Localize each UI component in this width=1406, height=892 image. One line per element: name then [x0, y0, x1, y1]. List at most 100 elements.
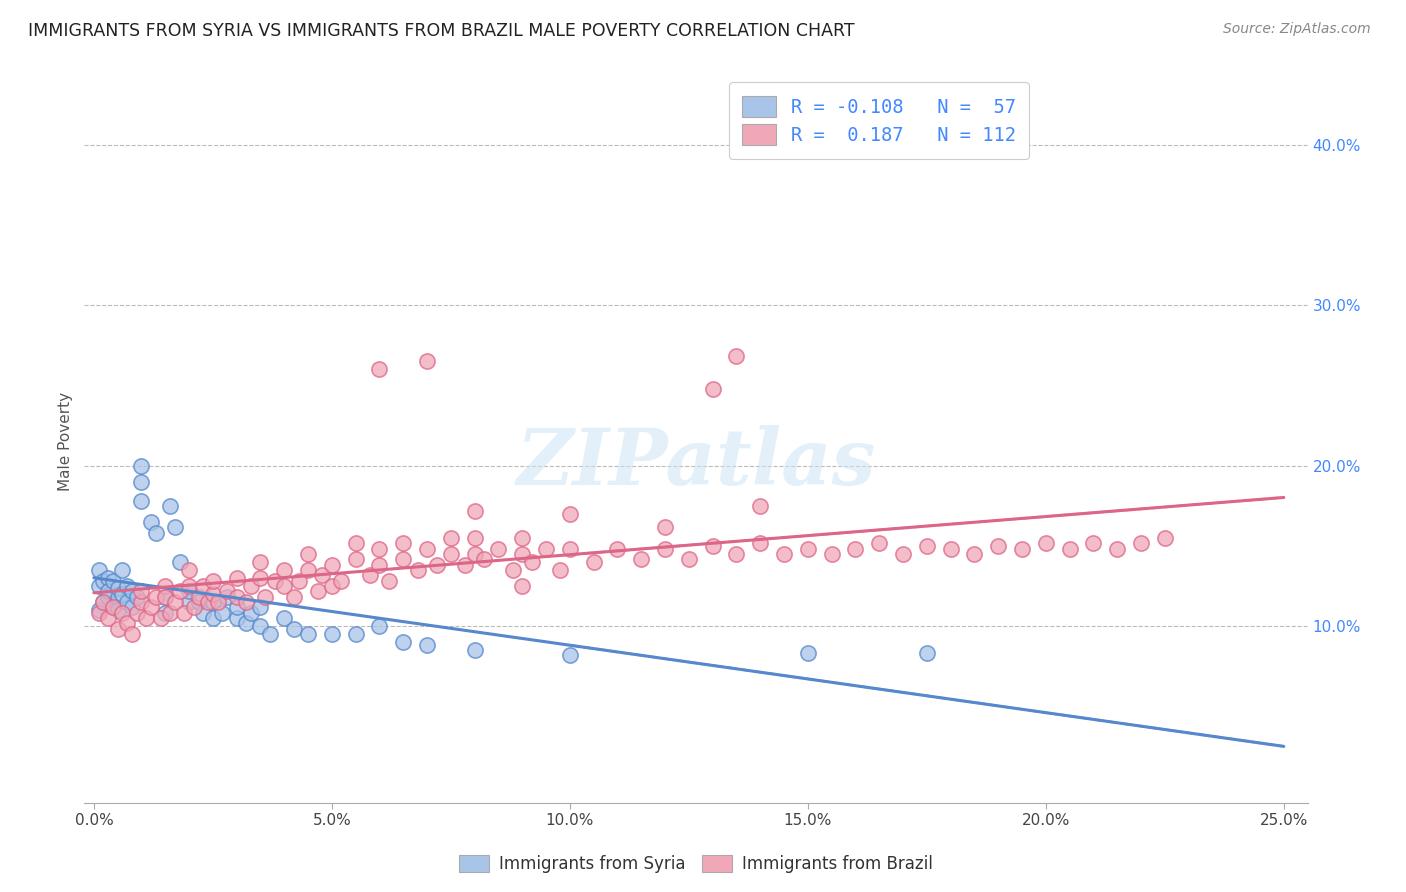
Point	[121, 627, 143, 641]
Point	[654, 542, 676, 557]
Point	[249, 599, 271, 614]
Point	[844, 542, 866, 557]
Point	[558, 542, 581, 557]
Point	[115, 595, 138, 609]
Point	[1059, 542, 1081, 557]
Point	[321, 579, 343, 593]
Point	[454, 558, 477, 573]
Point	[283, 591, 305, 605]
Point	[1083, 535, 1105, 549]
Point	[263, 574, 285, 589]
Point	[131, 583, 153, 598]
Point	[201, 574, 224, 589]
Point	[654, 519, 676, 533]
Point	[392, 551, 415, 566]
Point	[145, 591, 167, 605]
Point	[368, 619, 391, 633]
Point	[183, 599, 205, 614]
Point	[321, 627, 343, 641]
Point	[510, 579, 533, 593]
Point	[173, 607, 195, 621]
Point	[107, 591, 129, 605]
Point	[187, 595, 209, 609]
Point	[344, 627, 367, 641]
Point	[163, 595, 186, 609]
Point	[211, 607, 233, 621]
Point	[111, 587, 134, 601]
Point	[330, 574, 353, 589]
Point	[207, 595, 229, 609]
Point	[464, 547, 486, 561]
Point	[368, 542, 391, 557]
Point	[225, 611, 247, 625]
Point	[101, 599, 124, 614]
Point	[93, 595, 115, 609]
Point	[440, 547, 463, 561]
Point	[606, 542, 628, 557]
Point	[630, 551, 652, 566]
Point	[550, 563, 572, 577]
Point	[125, 591, 148, 605]
Point	[702, 382, 724, 396]
Point	[97, 591, 120, 605]
Point	[749, 535, 772, 549]
Point	[311, 567, 333, 582]
Point	[297, 627, 319, 641]
Point	[520, 555, 543, 569]
Point	[359, 567, 381, 582]
Point	[987, 539, 1010, 553]
Point	[155, 591, 177, 605]
Point	[235, 595, 257, 609]
Y-axis label: Male Poverty: Male Poverty	[58, 392, 73, 491]
Point	[368, 362, 391, 376]
Point	[582, 555, 605, 569]
Point	[297, 563, 319, 577]
Point	[534, 542, 557, 557]
Point	[254, 591, 277, 605]
Point	[1107, 542, 1129, 557]
Point	[169, 583, 191, 598]
Point	[97, 571, 120, 585]
Point	[416, 542, 439, 557]
Point	[558, 507, 581, 521]
Point	[702, 539, 724, 553]
Point	[125, 607, 148, 621]
Text: IMMIGRANTS FROM SYRIA VS IMMIGRANTS FROM BRAZIL MALE POVERTY CORRELATION CHART: IMMIGRANTS FROM SYRIA VS IMMIGRANTS FROM…	[28, 22, 855, 40]
Point	[1153, 531, 1175, 545]
Point	[107, 603, 129, 617]
Point	[392, 635, 415, 649]
Point	[239, 607, 262, 621]
Point	[344, 551, 367, 566]
Point	[111, 563, 134, 577]
Point	[392, 535, 415, 549]
Point	[1035, 535, 1057, 549]
Point	[93, 574, 115, 589]
Point	[259, 627, 281, 641]
Point	[87, 579, 110, 593]
Point	[749, 499, 772, 513]
Point	[249, 619, 271, 633]
Point	[217, 583, 239, 598]
Point	[177, 563, 200, 577]
Point	[235, 615, 257, 630]
Point	[502, 563, 524, 577]
Point	[321, 558, 343, 573]
Point	[177, 595, 200, 609]
Point	[87, 607, 110, 621]
Point	[193, 607, 215, 621]
Point	[115, 615, 138, 630]
Point	[131, 494, 153, 508]
Point	[97, 583, 120, 598]
Point	[131, 458, 153, 473]
Point	[121, 599, 143, 614]
Point	[797, 542, 820, 557]
Point	[111, 607, 134, 621]
Point	[163, 519, 186, 533]
Point	[249, 571, 271, 585]
Point	[510, 531, 533, 545]
Point	[939, 542, 962, 557]
Point	[115, 579, 138, 593]
Point	[131, 475, 153, 489]
Point	[107, 623, 129, 637]
Point	[472, 551, 495, 566]
